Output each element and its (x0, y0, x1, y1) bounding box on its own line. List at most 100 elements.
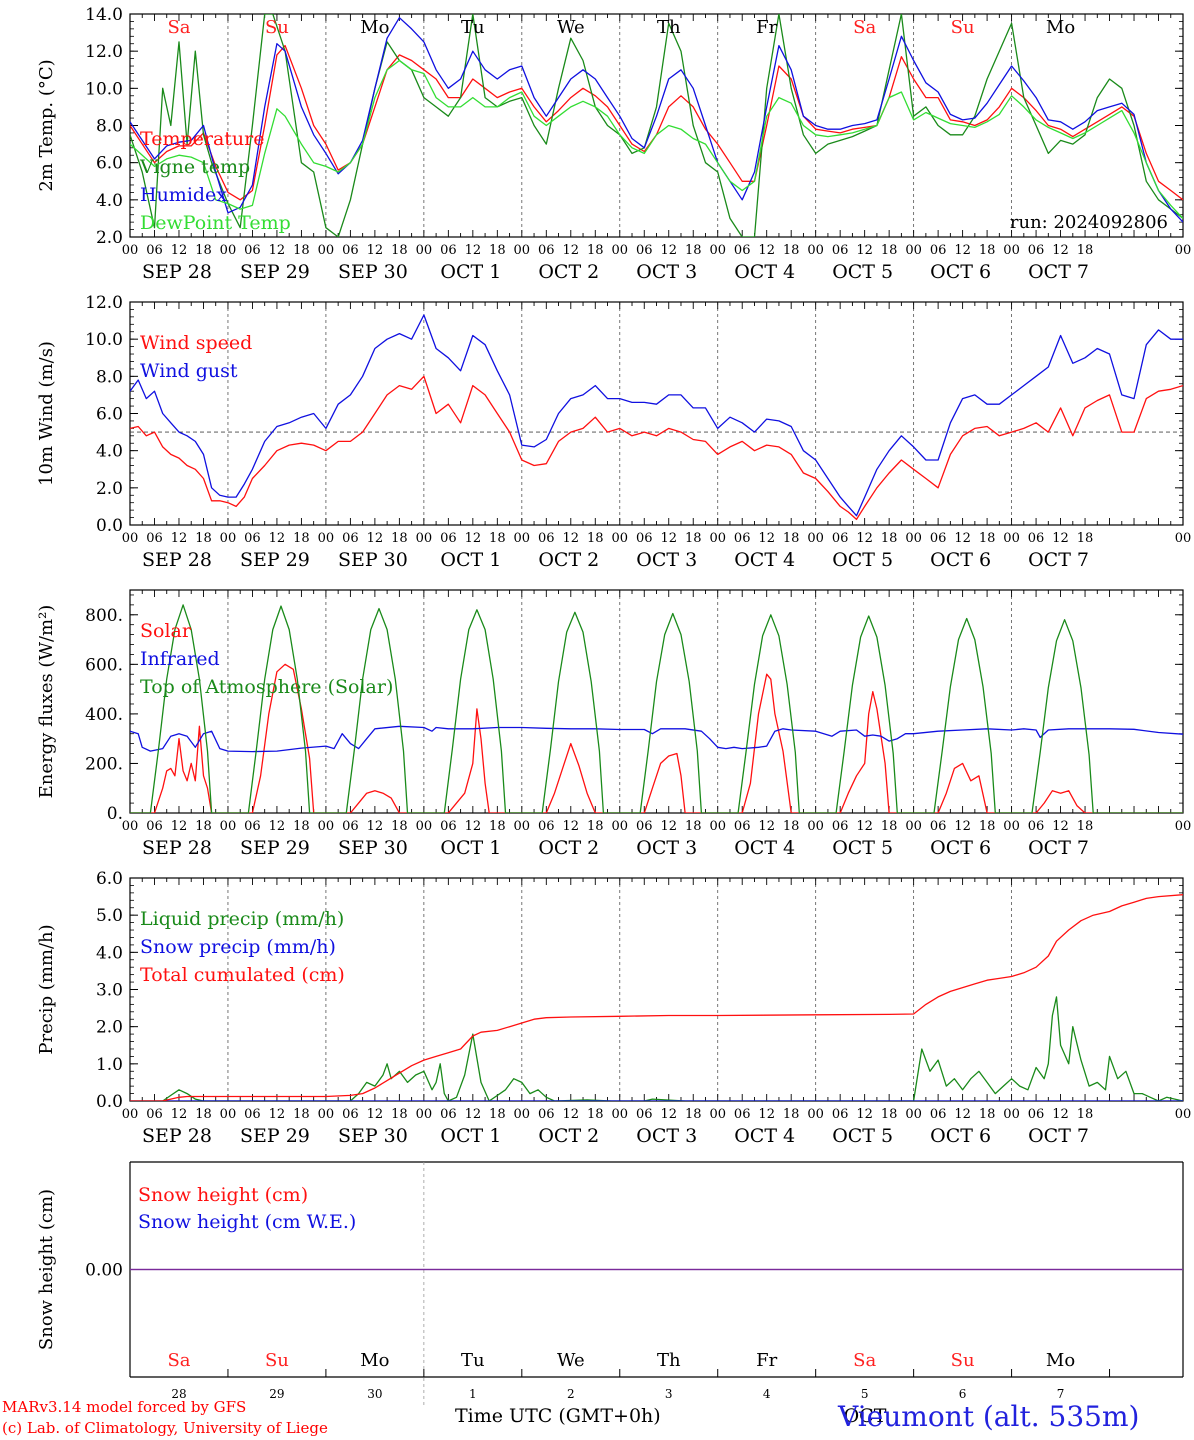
hour-label: 00 (416, 819, 433, 834)
hour-label: 18 (783, 243, 800, 258)
day-name: Mo (360, 1350, 389, 1371)
hour-label: 18 (1077, 1107, 1094, 1122)
hour-label: 12 (367, 819, 384, 834)
hour-label: 18 (489, 819, 506, 834)
y-axis-label: Energy fluxes (W/m²) (36, 605, 57, 799)
y-tick-label: 6.0 (96, 154, 123, 174)
date-label: SEP 29 (240, 549, 310, 571)
hour-label: 00 (807, 819, 824, 834)
hour-label: 06 (1028, 531, 1045, 546)
hour-label: 00 (1175, 531, 1192, 546)
hour-label: 06 (832, 243, 849, 258)
hour-label: 00 (122, 1107, 139, 1122)
hour-label: 12 (660, 819, 677, 834)
hour-label: 12 (171, 531, 188, 546)
month-label: OCT (844, 1405, 887, 1427)
hour-label: 06 (244, 531, 261, 546)
hour-label: 12 (758, 243, 775, 258)
date-label: OCT 5 (832, 1125, 893, 1147)
date-label: SEP 30 (338, 1125, 408, 1147)
y-tick-label: 1.0 (96, 1055, 123, 1075)
hour-label: 18 (881, 243, 898, 258)
hour-label: 18 (489, 243, 506, 258)
date-label: OCT 1 (440, 837, 501, 859)
model-credit: MARv3.14 model forced by GFS (2, 1398, 247, 1416)
date-label: OCT 4 (734, 261, 795, 283)
panel-4 (129, 877, 1184, 1102)
day-name: Su (951, 17, 975, 38)
hour-label: 06 (538, 1107, 555, 1122)
hour-label: 12 (856, 531, 873, 546)
hour-label: 12 (856, 243, 873, 258)
hour-label: 12 (758, 531, 775, 546)
series-line (130, 604, 1183, 813)
day-number: 5 (861, 1387, 869, 1401)
day-number: 4 (763, 1387, 771, 1401)
legend-entry: Snow height (cm) (138, 1184, 308, 1206)
hour-label: 18 (881, 531, 898, 546)
hour-label: 18 (685, 819, 702, 834)
hour-label: 00 (514, 819, 531, 834)
hour-label: 18 (1077, 243, 1094, 258)
day-name: Sa (167, 1350, 190, 1371)
run-annotation: run: 2024092806 (1010, 212, 1168, 233)
hour-label: 06 (146, 531, 163, 546)
hour-label: 00 (514, 531, 531, 546)
date-label: OCT 7 (1028, 549, 1089, 571)
date-label: OCT 2 (538, 837, 599, 859)
hour-label: 00 (611, 243, 628, 258)
legend-entry: Liquid precip (mm/h) (140, 908, 344, 930)
hour-label: 06 (636, 243, 653, 258)
hour-label: 06 (440, 531, 457, 546)
hour-label: 00 (807, 531, 824, 546)
hour-label: 12 (465, 531, 482, 546)
hour-label: 06 (538, 819, 555, 834)
day-name: Sa (167, 17, 190, 38)
hour-label: 12 (465, 243, 482, 258)
legend-entry: Wind gust (140, 360, 238, 382)
hour-label: 06 (930, 1107, 947, 1122)
date-label: OCT 1 (440, 549, 501, 571)
hour-label: 00 (220, 1107, 237, 1122)
hour-label: 18 (783, 1107, 800, 1122)
hour-label: 12 (367, 531, 384, 546)
hour-label: 06 (636, 819, 653, 834)
day-name: Tu (461, 17, 485, 38)
legend-entry: Top of Atmosphere (Solar) (140, 676, 393, 698)
hour-label: 06 (342, 819, 359, 834)
day-name: Sa (853, 1350, 876, 1371)
hour-label: 00 (611, 819, 628, 834)
panel-2 (129, 301, 1184, 526)
day-name: Fr (756, 17, 777, 38)
series-line (130, 996, 1183, 1101)
y-tick-label: 12.0 (85, 293, 123, 313)
hour-label: 06 (440, 1107, 457, 1122)
y-tick-label: 0.0 (96, 1092, 123, 1112)
hour-label: 18 (685, 243, 702, 258)
day-name: Mo (360, 17, 389, 38)
legend-entry: Infrared (140, 648, 220, 670)
legend-entry: Vigne temp (139, 156, 250, 178)
day-name: Th (657, 17, 681, 38)
day-name: Tu (461, 1350, 485, 1371)
hour-label: 06 (734, 819, 751, 834)
hour-label: 18 (783, 819, 800, 834)
hour-label: 12 (465, 819, 482, 834)
date-label: OCT 2 (538, 1125, 599, 1147)
day-name: Fr (756, 1350, 777, 1371)
hour-label: 06 (1028, 819, 1045, 834)
hour-label: 00 (318, 243, 335, 258)
hour-label: 00 (220, 243, 237, 258)
hour-label: 06 (832, 819, 849, 834)
hour-label: 00 (416, 1107, 433, 1122)
hour-label: 12 (563, 1107, 580, 1122)
legend-entry: Humidex (140, 184, 227, 206)
hour-label: 06 (930, 531, 947, 546)
hour-label: 12 (269, 819, 286, 834)
date-label: OCT 4 (734, 549, 795, 571)
day-number: 28 (171, 1387, 186, 1401)
hour-label: 18 (881, 819, 898, 834)
hour-label: 18 (391, 531, 408, 546)
y-tick-label: 2.0 (96, 479, 123, 499)
y-axis-label: 10m Wind (m/s) (36, 341, 57, 486)
